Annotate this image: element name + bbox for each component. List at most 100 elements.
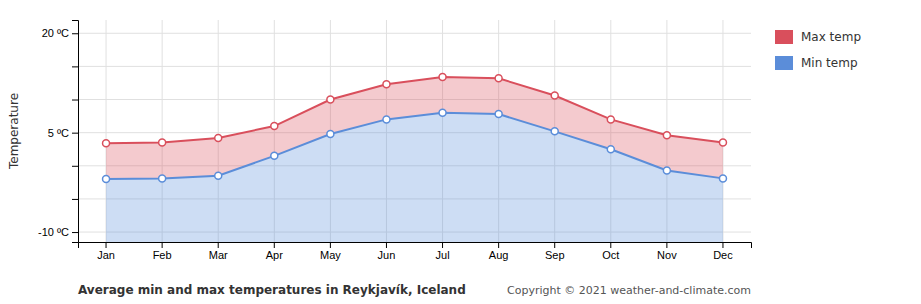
marker	[663, 132, 670, 139]
tick-label: Mar	[209, 249, 228, 261]
grid-line	[78, 66, 751, 67]
tick	[72, 100, 78, 101]
marker	[215, 172, 222, 179]
tick: May	[320, 242, 341, 261]
marker	[215, 134, 222, 141]
tick-mark	[554, 242, 555, 248]
axis-line	[72, 21, 79, 243]
plot: Jan Feb Mar Apr May Jun Jul Aug Sep Oct Nov Dec -10 …	[7, 20, 752, 261]
tick-mark	[106, 242, 107, 248]
tick	[72, 166, 78, 167]
chart: Jan Feb Mar Apr May Jun Jul Aug Sep Oct Nov Dec -10 …	[0, 0, 921, 304]
y-axis: -10 ºC 5 ºC 20 ºC	[38, 21, 78, 243]
marker	[271, 152, 278, 159]
legend-label: Min temp	[801, 56, 858, 70]
tick-mark	[442, 242, 443, 248]
tick: Nov	[657, 242, 677, 261]
tick-mark	[162, 242, 163, 248]
tick-mark	[666, 242, 667, 248]
marker	[551, 128, 558, 135]
axis-line	[79, 243, 752, 249]
marker	[159, 139, 166, 146]
tick: Sep	[545, 242, 565, 261]
tick: Mar	[209, 242, 228, 261]
marker	[271, 123, 278, 130]
tick-mark	[72, 66, 78, 67]
marker	[439, 109, 446, 116]
tick: 20 ºC	[42, 27, 78, 39]
marker	[159, 175, 166, 182]
grid-line	[78, 33, 751, 34]
tick-label: 5 ºC	[48, 127, 69, 139]
legend-swatch	[775, 56, 793, 70]
marks	[103, 73, 727, 242]
marker	[327, 130, 334, 137]
tick-label: -10 ºC	[38, 226, 69, 238]
tick-label: Sep	[545, 249, 565, 261]
marker	[719, 139, 726, 146]
tick-label: May	[320, 249, 341, 261]
legend-item: Max temp	[775, 30, 861, 44]
tick-label: Jul	[436, 249, 450, 261]
tick-mark	[72, 199, 78, 200]
legend-item: Min temp	[775, 56, 858, 70]
legend-swatch	[775, 30, 793, 44]
tick-label: Apr	[266, 249, 283, 261]
tick-label: Oct	[602, 249, 619, 261]
line	[106, 113, 723, 179]
x-axis: Jan Feb Mar Apr May Jun Jul Aug Sep Oct Nov Dec	[79, 242, 752, 261]
tick: Aug	[489, 242, 509, 261]
marker	[607, 146, 614, 153]
marker	[383, 116, 390, 123]
marker	[439, 73, 446, 80]
tick-mark	[72, 232, 78, 233]
tick-label: Jan	[97, 249, 115, 261]
marker	[551, 92, 558, 99]
marker	[663, 167, 670, 174]
tick-mark	[274, 242, 275, 248]
tick: Jun	[378, 242, 396, 261]
tick: Jan	[97, 242, 115, 261]
tick-mark	[72, 100, 78, 101]
tick-label: Nov	[657, 249, 677, 261]
marker	[607, 116, 614, 123]
marker	[495, 111, 502, 118]
tick	[72, 66, 78, 67]
tick-label: Aug	[489, 249, 509, 261]
tick: Jul	[436, 242, 450, 261]
tick-mark	[72, 33, 78, 34]
axis-title: Temperature	[7, 93, 21, 170]
annotation: Copyright © 2021 weather-and-climate.com	[507, 284, 751, 297]
tick-mark	[218, 242, 219, 248]
marker	[103, 140, 110, 147]
legend-label: Max temp	[801, 30, 861, 44]
tick: Apr	[266, 242, 283, 261]
marker	[495, 75, 502, 82]
tick-mark	[610, 242, 611, 248]
tick	[72, 199, 78, 200]
tick: Oct	[602, 242, 619, 261]
tick-mark	[386, 242, 387, 248]
marker	[327, 96, 334, 103]
line	[106, 77, 723, 143]
title: Average min and max temperatures in Reyk…	[78, 283, 466, 297]
tick-mark	[330, 242, 331, 248]
marker	[383, 81, 390, 88]
tick-mark	[498, 242, 499, 248]
tick-mark	[72, 166, 78, 167]
tick: 5 ºC	[48, 127, 78, 139]
tick-mark	[72, 133, 78, 134]
tick-label: Feb	[153, 249, 172, 261]
tick: -10 ºC	[38, 226, 78, 238]
tick: Dec	[713, 242, 733, 261]
grid	[78, 20, 751, 242]
tick-label: 20 ºC	[42, 27, 69, 39]
area	[106, 113, 723, 242]
tick-label: Jun	[378, 249, 396, 261]
tick-label: Dec	[713, 249, 733, 261]
tick: Feb	[153, 242, 172, 261]
tick-mark	[722, 242, 723, 248]
legend: Max temp Min temp	[775, 30, 861, 70]
marker	[103, 176, 110, 183]
marker	[719, 175, 726, 182]
